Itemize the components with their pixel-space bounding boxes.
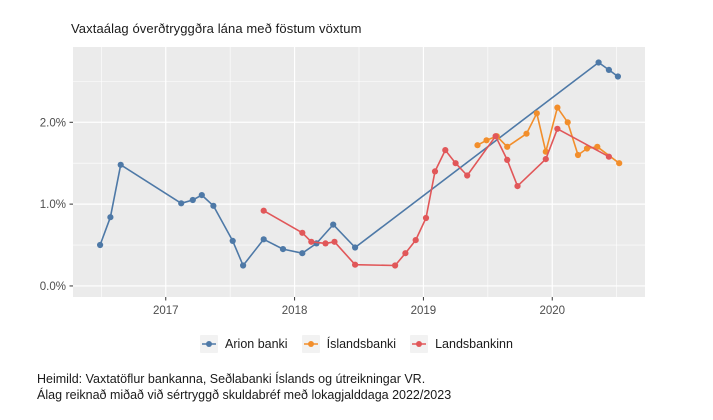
data-point-landsbankinn [464,172,471,179]
data-point--slandsbanki [574,151,582,159]
data-point-arion-banki [210,202,217,209]
data-point-landsbankinn [331,238,338,245]
data-point-landsbankinn [492,133,499,140]
data-point-arion-banki [330,221,337,228]
data-point-landsbankinn [514,183,521,190]
data-point--slandsbanki [523,130,530,137]
data-point-landsbankinn [554,125,561,132]
data-point-arion-banki [117,161,124,168]
y-tick-label: 0.0% [40,281,66,293]
data-point-arion-banki [97,241,104,249]
data-point-arion-banki [198,192,205,199]
legend-key-line-dot-icon [410,335,429,353]
data-point-landsbankinn [452,160,459,167]
data-point--slandsbanki [564,119,571,126]
data-point-arion-banki [178,200,185,207]
data-point-landsbankinn [402,250,409,257]
data-point-landsbankinn [412,237,419,244]
data-point-landsbankinn [605,153,613,160]
data-point-landsbankinn [392,262,399,269]
legend: Arion banki Íslandsbanki Landsbankinn [0,335,713,353]
legend-label: Landsbankinn [435,337,513,351]
data-point-arion-banki [605,66,613,73]
y-tick-label: 2.0% [40,117,66,129]
footnote-line-2: Álag reiknað miðað við sértryggð skuldab… [37,388,452,402]
data-point-landsbankinn [504,156,511,163]
data-point-arion-banki [229,237,236,244]
data-point--slandsbanki [474,142,481,149]
data-point--slandsbanki [533,110,540,117]
data-point-landsbankinn [542,156,549,163]
line-chart-canvas: 0.0% 1.0% 2.0% 2017 2018 2019 2020 [40,47,645,317]
data-point-landsbankinn [322,240,329,247]
data-point-arion-banki [107,214,114,221]
legend-item-arion-banki: Arion banki [200,335,288,353]
data-point-landsbankinn [431,168,439,175]
data-point-arion-banki [189,196,196,204]
x-tick-label: 2020 [539,305,565,317]
data-point--slandsbanki [616,160,623,167]
data-point--slandsbanki [583,145,591,152]
data-point--slandsbanki [504,143,511,150]
legend-item-islandsbanki: Íslandsbanki [301,335,397,353]
data-point--slandsbanki [483,137,490,144]
data-point-arion-banki [299,250,306,257]
data-point-landsbankinn [260,207,267,214]
data-point-landsbankinn [308,238,315,245]
footnote-line-1: Heimild: Vaxtatöflur bankanna, Seðlabank… [37,372,426,386]
data-point-landsbankinn [352,261,359,268]
data-point--slandsbanki [594,143,601,150]
x-tick-label: 2019 [411,305,437,317]
x-tick-label: 2017 [153,305,179,317]
legend-label: Arion banki [225,337,288,351]
data-point-landsbankinn [422,214,430,222]
legend-key-line-dot-icon [200,335,219,353]
data-point-arion-banki [240,262,247,269]
data-point-arion-banki [279,246,287,253]
x-tick-label: 2018 [282,305,308,317]
legend-key-line-dot-icon [301,335,320,353]
data-point--slandsbanki [554,104,561,111]
legend-item-landsbankinn: Landsbankinn [410,335,513,353]
y-tick-label: 1.0% [40,199,66,211]
data-point-arion-banki [595,59,602,66]
chart-title: Vaxtaálag óverðtryggðra lána með föstum … [71,21,362,36]
data-point-landsbankinn [442,147,449,154]
series-line-arion-banki [99,61,619,267]
data-point-arion-banki [260,236,267,243]
data-point-arion-banki [352,244,359,251]
data-point-landsbankinn [299,229,306,236]
legend-label: Íslandsbanki [326,337,397,351]
source-footnote: Heimild: Vaxtatöflur bankanna, Seðlabank… [37,371,451,403]
data-point-arion-banki [614,73,622,80]
